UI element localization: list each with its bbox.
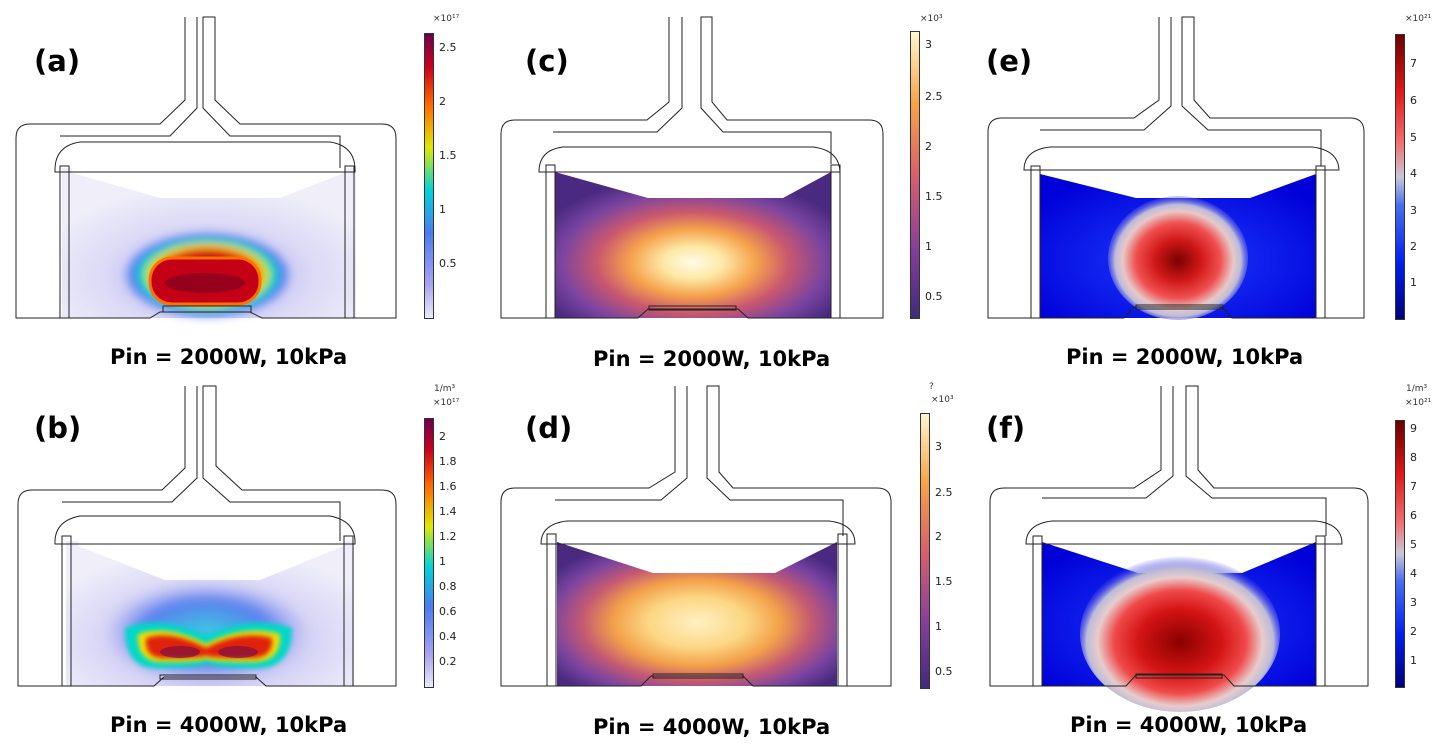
simulation-plot-d	[500, 385, 892, 687]
colorbar-b	[424, 418, 434, 688]
colorbar-tick: 6	[1410, 94, 1417, 107]
colorbar-exponent: ×10¹⁷	[433, 14, 460, 24]
panel-caption: Pin = 4000W, 10kPa	[110, 713, 348, 737]
colorbar-tick: 1.6	[439, 480, 457, 493]
colorbar-unit: ?	[929, 382, 934, 392]
colorbar-tick: 2.5	[935, 486, 953, 499]
colorbar-tick: 6	[1410, 509, 1417, 522]
colorbar-tick: 7	[1410, 57, 1417, 70]
colorbar-tick: 1	[439, 203, 446, 216]
simulation-plot-a	[15, 16, 397, 320]
panel-caption: Pin = 4000W, 10kPa	[593, 715, 831, 739]
colorbar-tick: 2	[935, 530, 942, 543]
panel-label: (f)	[986, 411, 1026, 445]
colorbar-tick: 0.5	[439, 257, 457, 270]
colorbar-tick: 2.5	[925, 90, 943, 103]
panel-label: (b)	[34, 411, 82, 445]
colorbar-tick: 2	[1410, 625, 1417, 638]
colorbar-tick: 0.6	[439, 605, 457, 618]
colorbar-tick: 1	[935, 620, 942, 633]
panel-label: (e)	[986, 44, 1033, 78]
colorbar-exponent: ×10²¹	[1405, 398, 1432, 408]
colorbar-tick: 2.5	[439, 41, 457, 54]
panel-caption: Pin = 2000W, 10kPa	[593, 347, 831, 371]
colorbar-exponent: ×10³	[920, 14, 943, 24]
colorbar-tick: 8	[1410, 451, 1417, 464]
colorbar-tick: 3	[1410, 596, 1417, 609]
colorbar-tick: 3	[935, 440, 942, 453]
colorbar-tick: 1.5	[439, 149, 457, 162]
colorbar-tick: 4	[1410, 567, 1417, 580]
panel-label: (c)	[525, 44, 569, 78]
colorbar-exponent: ×10³	[931, 395, 954, 405]
colorbar-unit: 1/m³	[434, 384, 456, 394]
panel-c: (c) ×10³ 3 2.5 2 1.5 1 0.5 Pin = 2000W, …	[483, 0, 966, 376]
panel-e: (e) ×10²¹ 7 6 5 4 3 2 1 Pin = 2000W, 10k…	[966, 0, 1449, 376]
colorbar-tick: 0.4	[439, 630, 457, 643]
colorbar-tick: 1.5	[925, 190, 943, 203]
colorbar-tick: 2	[439, 95, 446, 108]
colorbar-tick: 1.4	[439, 505, 457, 518]
colorbar-unit: 1/m³	[1406, 384, 1428, 394]
colorbar-tick: 1	[925, 240, 932, 253]
simulation-plot-c	[500, 16, 884, 319]
panel-label: (d)	[525, 411, 573, 445]
colorbar-exponent: ×10¹⁷	[433, 398, 460, 408]
colorbar-a	[424, 33, 434, 319]
colorbar-tick: 1	[439, 555, 446, 568]
panel-d: (d) ? ×10³ 3 2.5 2 1.5 1 0.5 Pin = 4000W…	[483, 376, 966, 752]
colorbar-tick: 0.2	[439, 655, 457, 668]
colorbar-tick: 0.8	[439, 580, 457, 593]
colorbar-tick: 5	[1410, 131, 1417, 144]
colorbar-f	[1395, 420, 1405, 688]
colorbar-tick: 1	[1410, 276, 1417, 289]
panel-caption: Pin = 4000W, 10kPa	[1070, 713, 1308, 737]
colorbar-tick: 2	[1410, 240, 1417, 253]
panel-f: (f) 1/m³ ×10²¹ 9 8 7 6 5 4 3 2 1 Pin = 4…	[966, 376, 1449, 752]
colorbar-d	[920, 413, 930, 689]
panel-caption: Pin = 2000W, 10kPa	[110, 345, 348, 369]
colorbar-tick: 7	[1410, 480, 1417, 493]
panel-caption: Pin = 2000W, 10kPa	[1066, 345, 1304, 369]
colorbar-tick: 4	[1410, 167, 1417, 180]
colorbar-tick: 2	[439, 430, 446, 443]
colorbar-tick: 3	[925, 38, 932, 51]
simulation-plot-f	[989, 385, 1369, 712]
colorbar-tick: 0.5	[935, 665, 953, 678]
colorbar-e	[1395, 34, 1405, 320]
colorbar-c	[910, 31, 920, 319]
simulation-plot-b	[17, 385, 397, 687]
colorbar-tick: 9	[1410, 422, 1417, 435]
colorbar-tick: 1.5	[935, 575, 953, 588]
panel-a: (a) ×10¹⁷ 2.5 2 1.5 1 0.5 Pin = 2000W, 1…	[0, 0, 483, 376]
colorbar-tick: 3	[1410, 204, 1417, 217]
simulation-plot-e	[987, 16, 1365, 320]
colorbar-tick: 1	[1410, 654, 1417, 667]
colorbar-tick: 1.2	[439, 530, 457, 543]
colorbar-tick: 2	[925, 140, 932, 153]
colorbar-tick: 5	[1410, 538, 1417, 551]
colorbar-exponent: ×10²¹	[1405, 14, 1432, 24]
panel-label: (a)	[34, 44, 81, 78]
panel-b: (b) 1/m³ ×10¹⁷ 2 1.8 1.6 1.4 1.2 1 0.8 0…	[0, 376, 483, 752]
colorbar-tick: 1.8	[439, 455, 457, 468]
colorbar-tick: 0.5	[925, 290, 943, 303]
